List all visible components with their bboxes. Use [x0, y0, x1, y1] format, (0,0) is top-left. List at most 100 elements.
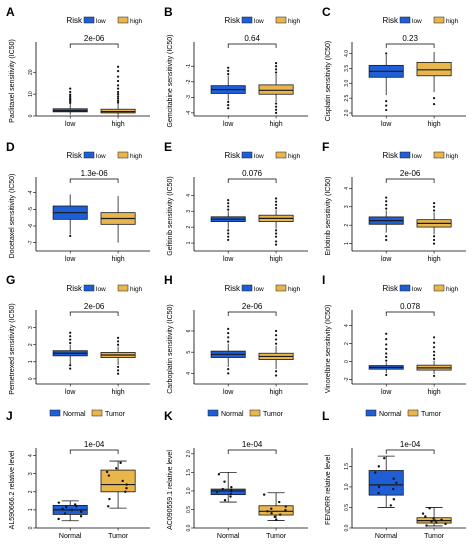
x-tick-label: high	[269, 256, 282, 263]
y-tick-label: 2.0	[186, 450, 192, 457]
outlier-point	[432, 354, 436, 357]
legend-label-low: low	[412, 286, 422, 293]
x-tick-label: high	[427, 121, 440, 128]
x-tick-label: Normal	[375, 533, 398, 540]
outlier-point	[116, 70, 120, 73]
outlier-point	[69, 338, 72, 341]
jitter-point	[389, 504, 393, 507]
p-value-label: 1e-04	[242, 440, 263, 449]
legend-label-low: low	[96, 153, 106, 160]
panel-letter: H	[164, 273, 173, 287]
legend-label-low: low	[96, 18, 106, 25]
outlier-point	[274, 108, 278, 111]
x-tick-label: high	[427, 256, 440, 263]
y-tick-label: -4	[186, 110, 192, 115]
outlier-point	[274, 370, 278, 373]
outlier-point	[274, 197, 278, 200]
outlier-point	[385, 352, 388, 355]
jitter-point	[440, 518, 443, 521]
y-tick-label: 0.5	[344, 504, 350, 511]
jitter-point	[70, 508, 74, 512]
outlier-point	[69, 341, 72, 345]
outlier-point	[69, 90, 72, 94]
y-tick-label: -5	[28, 207, 34, 212]
panel-letter: F	[322, 140, 329, 154]
panel-H: H Risk low high 4 5 6 Carboplatin sensitivity (…	[164, 273, 308, 396]
y-tick-label: 0.0	[344, 524, 350, 531]
y-axis-label: Paclitaxel sensitivity (IC50)	[9, 39, 16, 123]
x-tick-label: low	[223, 121, 234, 128]
p-value-label: 1e-04	[400, 440, 421, 449]
outlier-point	[385, 207, 388, 210]
y-tick-label: 20	[28, 69, 34, 75]
y-tick-label: 4	[344, 324, 350, 327]
box-high	[416, 51, 452, 106]
outlier-point	[274, 111, 278, 114]
outlier-point	[116, 65, 120, 68]
panel-J: J Normal Tumor 0 1 2 3 4 AL590666.2 relative lev…	[6, 409, 150, 540]
panel-G: G Risk low high 0 1 2 3 Pemetrexed sensitivity (…	[6, 273, 150, 396]
outlier-point	[227, 368, 230, 371]
panel-K: K Normal Tumor 0.0 0.5 1.0 1.5 2.0 AC090559.1 re…	[164, 409, 308, 540]
y-tick-label: 3	[28, 326, 34, 329]
outlier-point	[274, 200, 278, 203]
outlier-point	[274, 68, 278, 71]
jitter-point	[424, 515, 427, 518]
outlier-point	[69, 93, 72, 96]
outlier-point	[274, 229, 278, 232]
outlier-point	[69, 335, 72, 338]
outlier-point	[432, 350, 436, 353]
jitter-point	[383, 456, 386, 460]
y-tick-label: 4	[344, 187, 350, 190]
legend-title: Risk	[382, 151, 399, 160]
jitter-point	[63, 512, 67, 515]
y-tick-label: 3	[344, 205, 350, 208]
legend-key-tumor	[249, 409, 261, 417]
x-tick-label: low	[65, 389, 76, 396]
box-normal	[52, 500, 88, 522]
x-tick-label: Tumor	[266, 533, 287, 540]
jitter-point	[217, 473, 221, 476]
y-tick-label: 3.5	[344, 65, 350, 72]
p-value-label: 0.076	[242, 169, 263, 178]
jitter-point	[266, 510, 269, 513]
outlier-point	[432, 374, 436, 378]
jitter-point	[278, 513, 282, 516]
jitter-point	[73, 503, 77, 506]
outlier-point	[432, 346, 436, 349]
legend-label-high: high	[446, 18, 459, 25]
x-tick-label: low	[223, 389, 234, 396]
jitter-point	[121, 479, 124, 483]
outlier-point	[69, 101, 72, 104]
legend-label-normal: Normal	[63, 411, 86, 418]
jitter-point	[391, 487, 395, 491]
outlier-point	[385, 343, 388, 346]
x-tick-label: low	[381, 256, 392, 263]
jitter-point	[270, 507, 273, 510]
outlier-point	[274, 374, 278, 377]
outlier-point	[432, 341, 436, 344]
y-tick-label: -6	[28, 224, 34, 229]
jitter-point	[444, 522, 447, 526]
outlier-point	[432, 102, 436, 106]
outlier-point	[432, 238, 436, 242]
significance-bracket	[385, 449, 435, 454]
jitter-point	[421, 512, 425, 515]
outlier-point	[385, 359, 388, 362]
outlier-point	[227, 66, 230, 69]
legend-label-high: high	[130, 18, 143, 25]
legend-key-high	[117, 151, 129, 159]
outlier-point	[116, 99, 120, 102]
panel-letter: A	[6, 5, 15, 19]
y-axis-label: Cisplatin sensitivity (IC50)	[325, 41, 332, 122]
y-tick-label: -2	[186, 79, 192, 84]
y-tick-label: 0	[28, 526, 34, 529]
significance-bracket	[69, 43, 119, 48]
y-tick-label: -2	[344, 377, 350, 382]
legend-label-low: low	[412, 153, 422, 160]
p-value-label: 0.23	[402, 34, 418, 43]
legend-key-low	[83, 16, 95, 24]
outlier-point	[432, 97, 436, 100]
legend-title: Risk	[382, 284, 399, 293]
significance-bracket	[385, 43, 435, 48]
